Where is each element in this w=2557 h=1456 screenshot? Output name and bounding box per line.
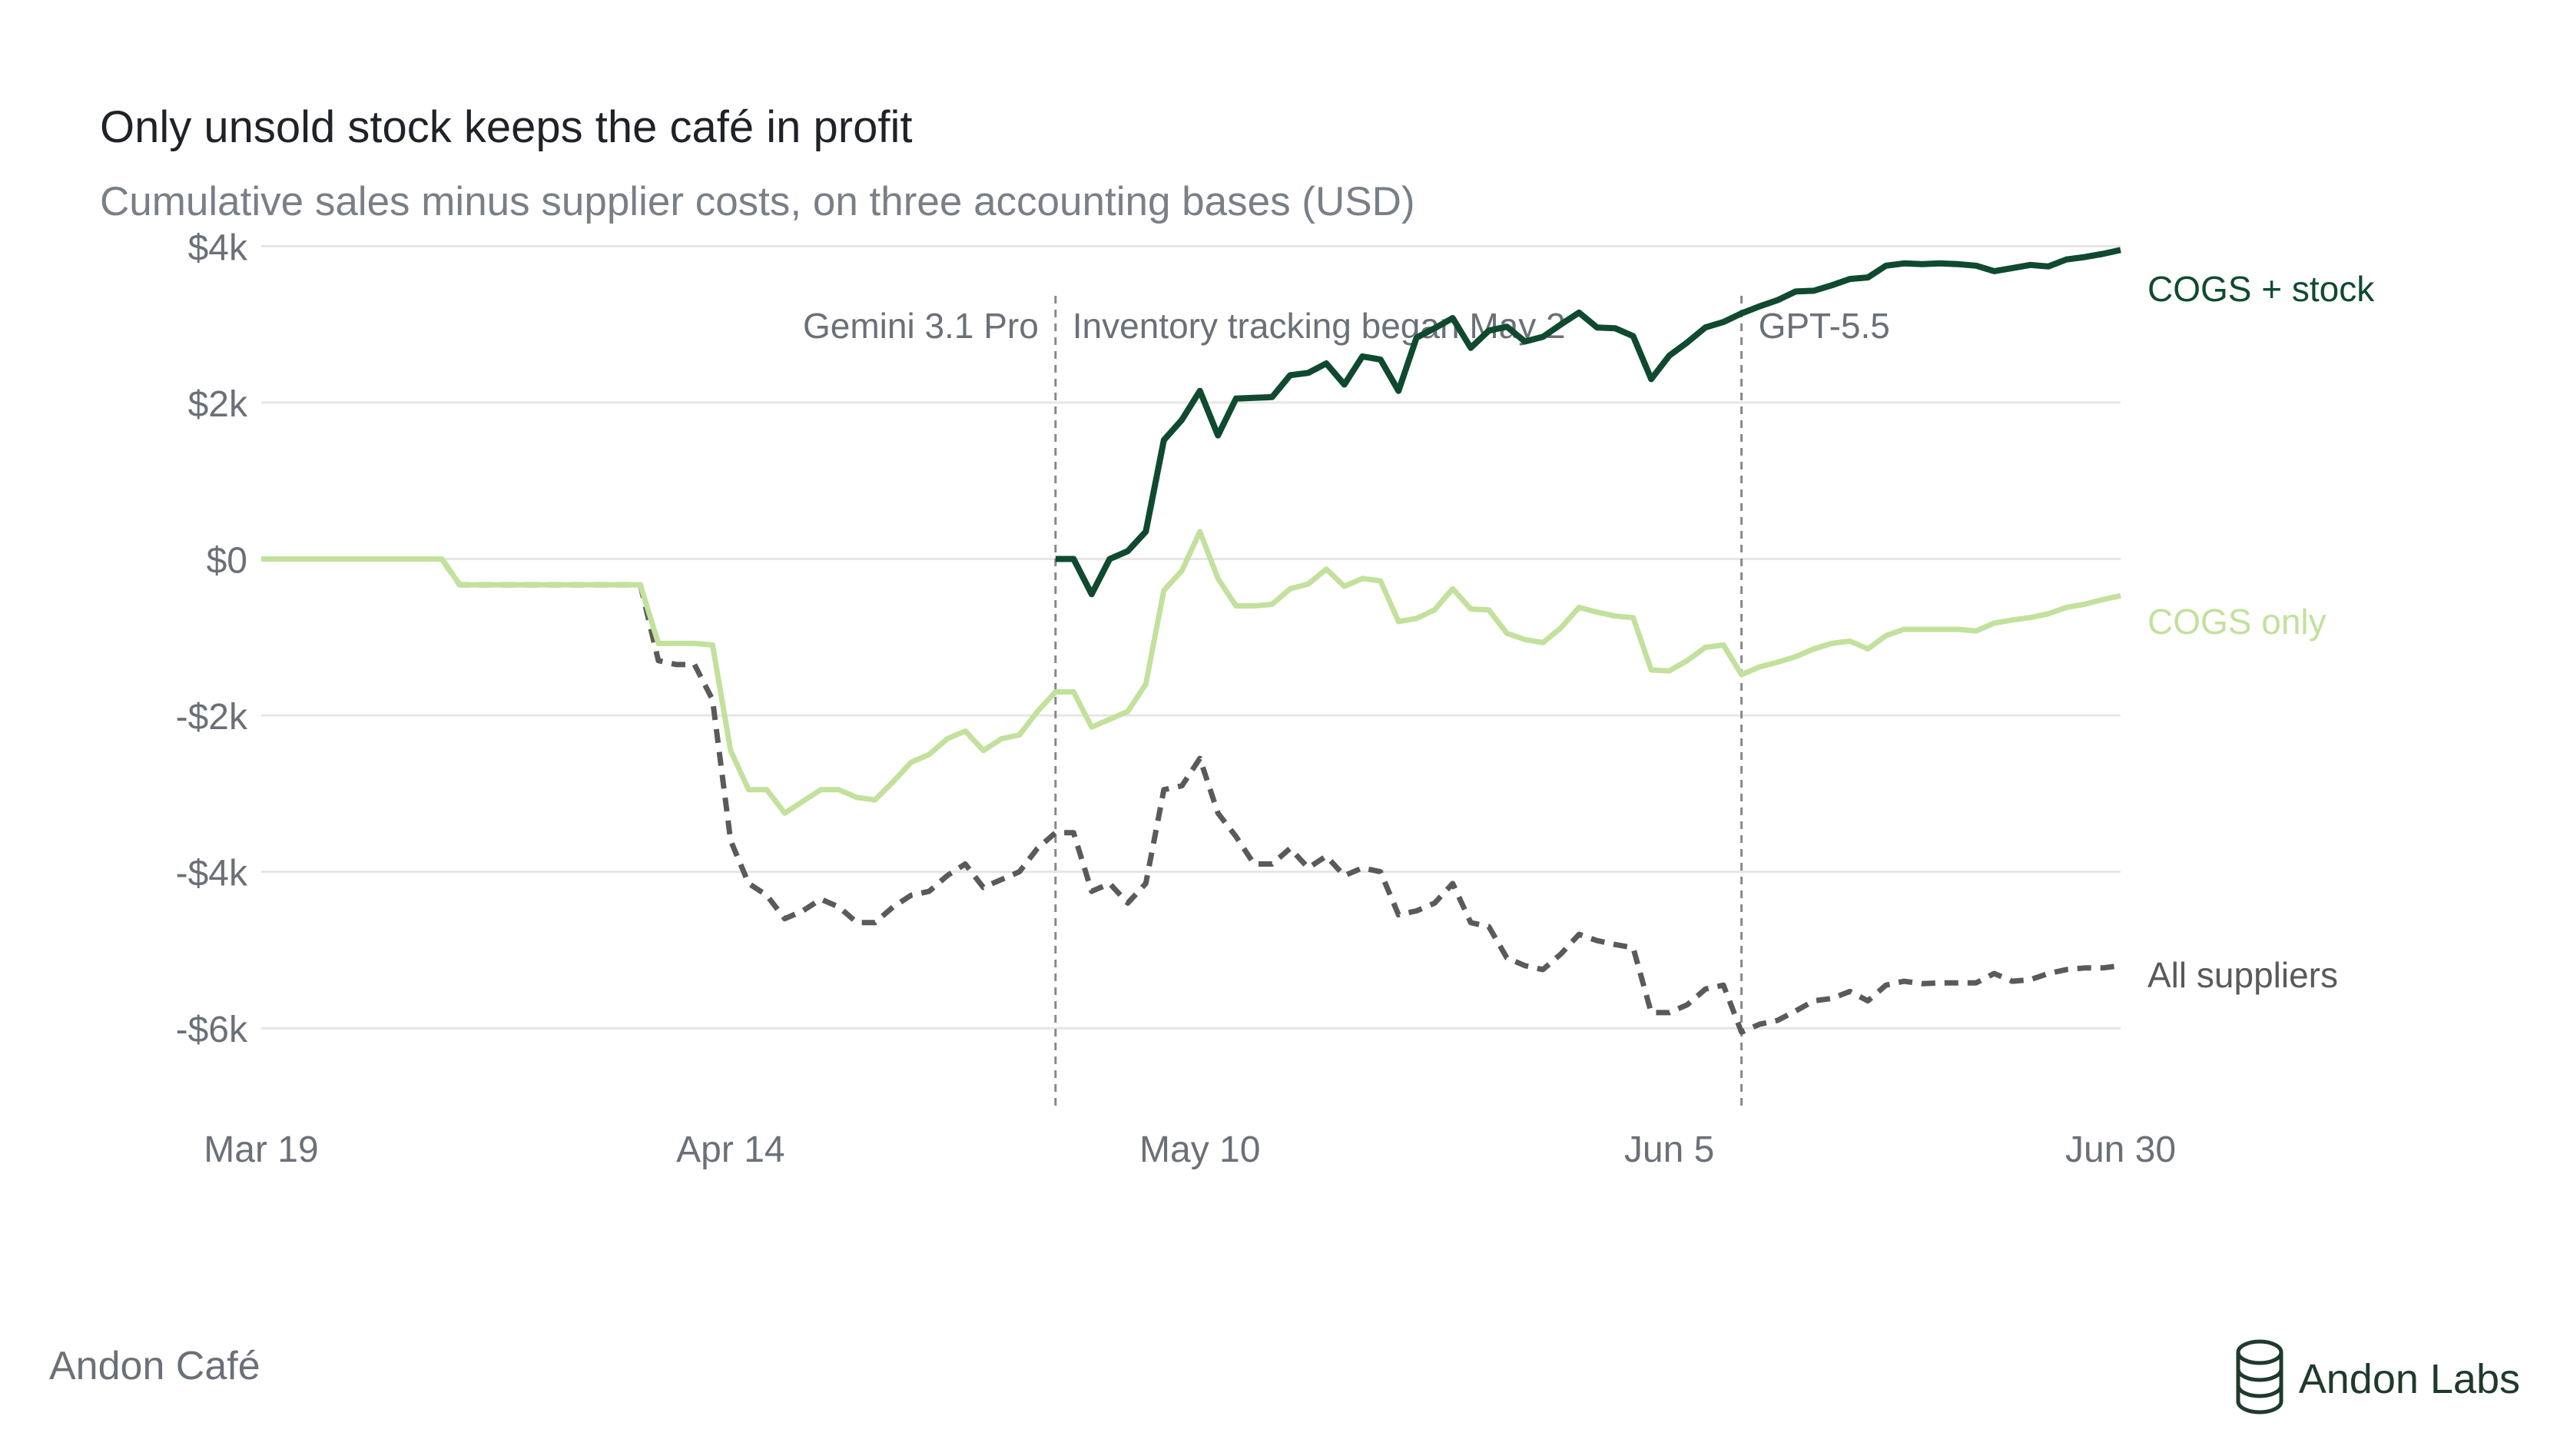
x-tick-label: Apr 14 [676, 1129, 784, 1170]
chart-title: Only unsold stock keeps the café in prof… [100, 102, 913, 152]
series-end-label: COGS only [2147, 602, 2327, 642]
y-tick-label: $0 [207, 541, 247, 582]
brand-name: Andon Labs [2298, 1355, 2520, 1402]
series-end-label: All suppliers [2147, 955, 2338, 995]
x-axis-labels: Mar 19 Apr 14 May 10 Jun 5 Jun 30 [204, 1129, 2176, 1170]
y-tick-label: -$6k [176, 1010, 248, 1050]
y-tick-label: -$2k [176, 697, 248, 738]
stacked-coins-logo-icon [2233, 1335, 2287, 1422]
annotation-label: Inventory tracking began May 2 [1073, 306, 1566, 346]
x-tick-label: Jun 5 [1624, 1129, 1714, 1170]
y-tick-label: $4k [188, 227, 248, 268]
x-tick-label: Jun 30 [2065, 1129, 2176, 1170]
series-end-labels: COGS + stock COGS only All suppliers [2147, 269, 2375, 995]
chart-subtitle: Cumulative sales minus supplier costs, o… [100, 179, 1415, 224]
footer-brand-left: Andon Café [49, 1344, 260, 1388]
footer-brand-right: Andon Labs [2233, 1335, 2520, 1422]
annotation-label: Gemini 3.1 Pro [803, 306, 1039, 346]
series-line [261, 529, 2121, 816]
grid-lines [261, 244, 2121, 1030]
y-tick-label: -$4k [176, 854, 248, 894]
y-tick-label: $2k [188, 384, 248, 425]
series-lines [261, 247, 2121, 1035]
series-line [1055, 247, 2121, 598]
y-axis-labels: $4k $2k $0 -$2k -$4k -$6k [176, 227, 248, 1050]
series-line [261, 556, 2121, 1035]
annotation-label: GPT-5.5 [1759, 306, 1890, 346]
series-end-label: COGS + stock [2147, 269, 2375, 309]
x-tick-label: Mar 19 [204, 1129, 318, 1170]
x-tick-label: May 10 [1139, 1129, 1260, 1170]
annotations: Inventory tracking began May 2 Gemini 3.1… [803, 296, 1890, 1106]
